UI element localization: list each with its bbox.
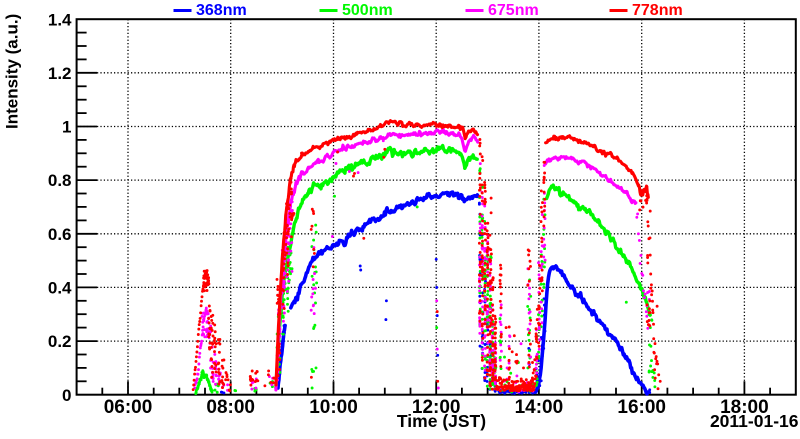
svg-text:Intensity (a.u.): Intensity (a.u.) [3, 14, 22, 129]
svg-text:1: 1 [62, 118, 71, 137]
svg-text:12:00: 12:00 [412, 397, 461, 418]
svg-text:14:00: 14:00 [515, 397, 564, 418]
svg-text:0.6: 0.6 [48, 225, 72, 244]
svg-text:500nm: 500nm [342, 2, 393, 19]
svg-text:0.2: 0.2 [48, 332, 72, 351]
svg-text:10:00: 10:00 [309, 397, 358, 418]
svg-text:2011-01-16: 2011-01-16 [710, 411, 799, 431]
svg-text:06:00: 06:00 [104, 397, 153, 418]
svg-text:1.4: 1.4 [48, 10, 72, 29]
svg-text:778nm: 778nm [632, 2, 683, 19]
svg-text:0.8: 0.8 [48, 171, 72, 190]
svg-text:675nm: 675nm [488, 2, 539, 19]
svg-text:08:00: 08:00 [206, 397, 255, 418]
svg-text:368nm: 368nm [196, 2, 247, 19]
svg-text:Time (JST): Time (JST) [397, 411, 486, 431]
svg-text:1.2: 1.2 [48, 64, 72, 83]
svg-text:0: 0 [62, 386, 71, 405]
svg-text:0.4: 0.4 [48, 279, 72, 298]
svg-text:18:00: 18:00 [720, 397, 769, 418]
svg-text:16:00: 16:00 [617, 397, 666, 418]
